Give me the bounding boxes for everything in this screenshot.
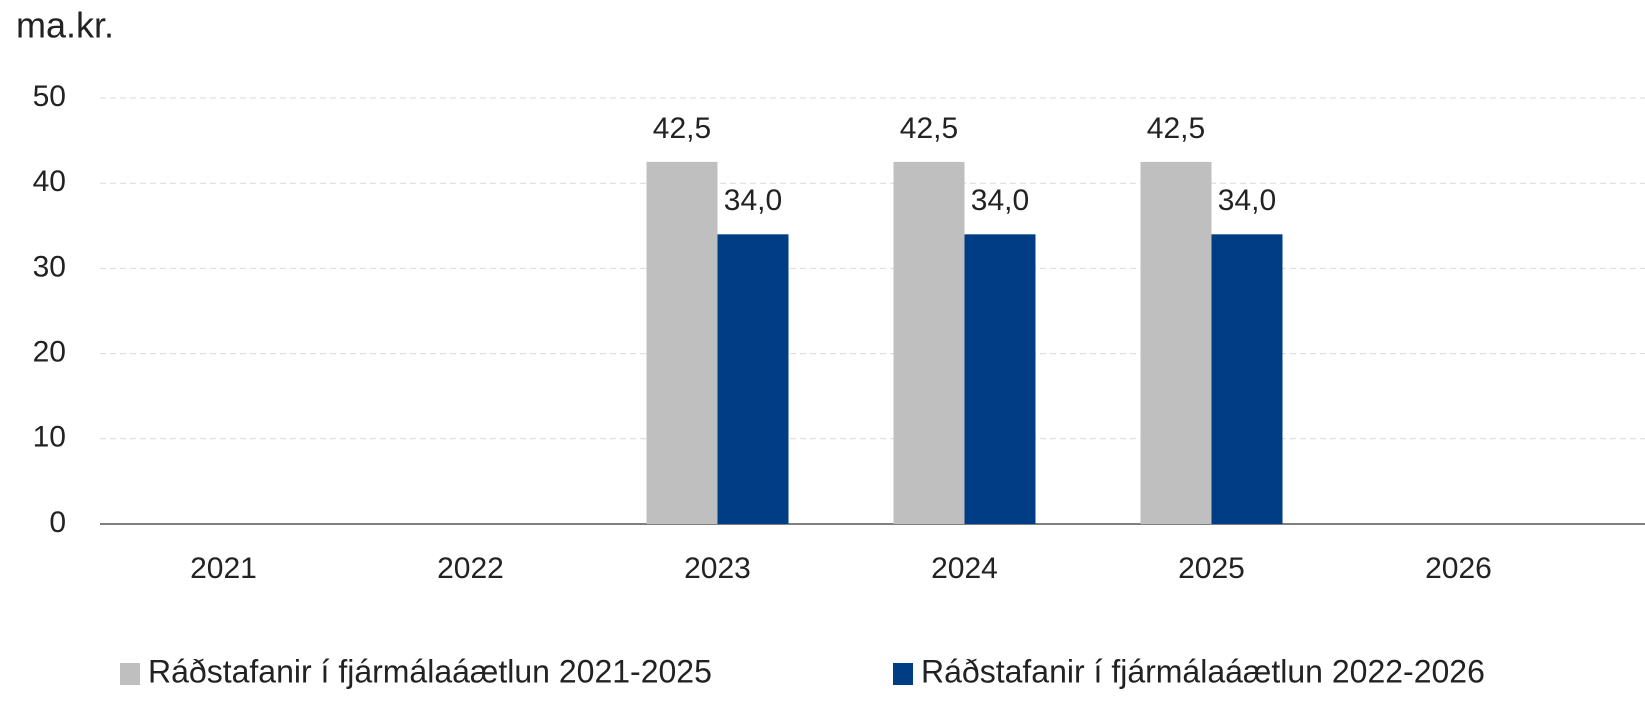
bar (964, 234, 1036, 524)
x-tick-label: 2022 (437, 552, 504, 585)
data-label: 34,0 (724, 184, 782, 217)
data-label: 34,0 (1218, 184, 1276, 217)
y-tick-label: 10 (33, 421, 66, 454)
chart-title: ma.kr. (16, 5, 114, 46)
legend-label: Ráðstafanir í fjármálaáætlun 2021-2025 (148, 653, 712, 689)
data-label: 34,0 (971, 184, 1029, 217)
x-tick-label: 2024 (931, 552, 998, 585)
bar (646, 161, 718, 524)
bar (717, 234, 789, 524)
y-tick-label: 40 (33, 165, 66, 198)
y-tick-label: 0 (49, 506, 66, 539)
bar (1211, 234, 1283, 524)
y-tick-label: 20 (33, 336, 66, 369)
y-tick-label: 50 (33, 80, 66, 113)
legend-label: Ráðstafanir í fjármálaáætlun 2022-2026 (921, 653, 1485, 689)
data-label: 42,5 (653, 112, 711, 145)
y-tick-label: 30 (33, 250, 66, 283)
x-tick-label: 2026 (1425, 552, 1492, 585)
x-tick-label: 2025 (1178, 552, 1245, 585)
bar (893, 161, 965, 524)
x-tick-label: 2023 (684, 552, 751, 585)
legend-swatch (120, 663, 140, 685)
data-label: 42,5 (1147, 112, 1205, 145)
legend-swatch (893, 663, 913, 685)
data-label: 42,5 (900, 112, 958, 145)
x-tick-label: 2021 (190, 552, 257, 585)
bar (1140, 161, 1212, 524)
